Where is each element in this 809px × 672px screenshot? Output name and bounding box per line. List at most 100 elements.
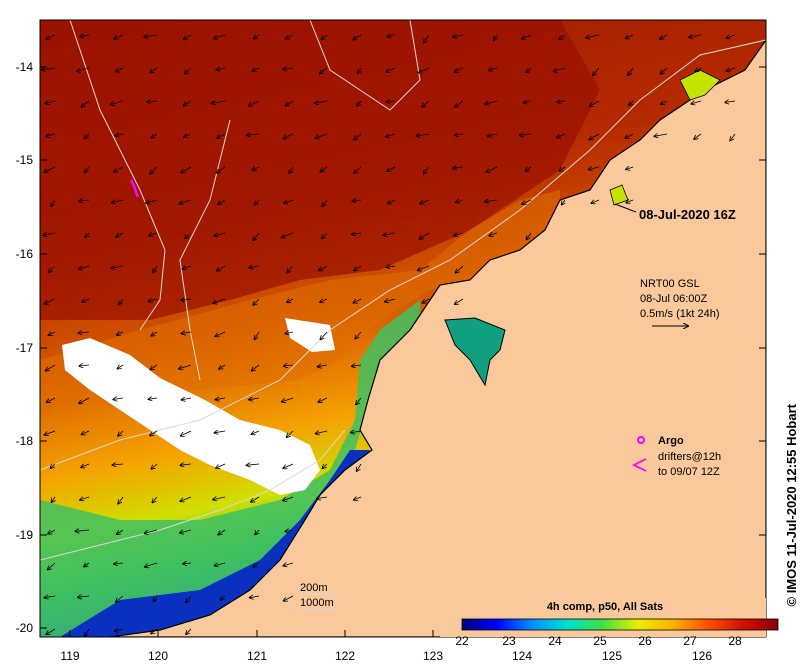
timestamp-label: 08-Jul-2020 16Z [639, 207, 736, 222]
y-tick-1: -15 [16, 153, 766, 167]
current-vector-arrow [153, 265, 158, 273]
current-vector-arrow [146, 199, 158, 203]
current-vector-arrow [179, 364, 192, 369]
current-vector-arrow [145, 562, 158, 567]
colorbar-tick: 25 [593, 634, 607, 648]
current-vector-arrow [354, 497, 362, 500]
current-vector-arrow [388, 199, 396, 204]
x-tick-label: 125 [602, 649, 622, 663]
current-vector-arrow [183, 563, 192, 564]
current-vector-arrow [114, 563, 124, 564]
current-vector-arrow [179, 199, 192, 204]
current-vector-arrow [419, 67, 430, 73]
current-vector-arrow [118, 430, 124, 436]
current-vector-arrow [660, 67, 668, 74]
current-vector-arrow [215, 331, 226, 336]
land-mainland [109, 38, 766, 637]
current-vector-arrow [85, 166, 90, 173]
current-vector-arrow [148, 299, 158, 301]
current-vector-arrow [456, 200, 464, 202]
x-tick-label: 119 [60, 649, 79, 663]
current-vector-arrow [46, 628, 56, 634]
current-vector-arrow [418, 265, 430, 270]
current-vector-arrow [111, 266, 124, 268]
current-vector-arrow [352, 233, 362, 234]
current-vector-arrow [255, 529, 259, 535]
current-vector-arrow [253, 298, 260, 305]
current-vector-arrow [250, 596, 260, 598]
current-vector-arrow [114, 166, 124, 172]
current-vector-arrow [152, 496, 158, 503]
y-tick-label: -14 [16, 60, 34, 74]
current-vector-arrow [320, 331, 328, 339]
x-tick-label: 121 [247, 649, 267, 663]
current-vector-arrow [489, 68, 498, 70]
colorbar-ticks: 22 23 24 25 26 27 28 [455, 634, 742, 648]
current-vector-arrow [182, 266, 192, 269]
current-vector-arrow [420, 199, 430, 204]
current-vector-arrow [626, 167, 634, 169]
current-vector-arrow [725, 101, 736, 102]
x-tick-label: 124 [512, 649, 532, 663]
current-vector-arrow [283, 68, 294, 69]
current-vector-arrow [115, 134, 124, 136]
current-vector-arrow [252, 364, 260, 371]
current-vector-arrow [695, 68, 702, 71]
x-tick-label: 123 [423, 649, 443, 663]
orange-coastal-band [40, 190, 560, 400]
current-legend: NRT00 GSL 08-Jul 06:00Z 0.5m/s (1kt 24h) [640, 278, 719, 326]
current-vector-arrow [554, 67, 566, 71]
current-vector-arrow [212, 101, 226, 103]
contour-1000m-west [40, 429, 346, 561]
current-vector-arrow [81, 100, 90, 107]
current-vector-arrow [629, 100, 633, 106]
current-vector-arrow [247, 464, 260, 465]
current-vector-arrow [626, 200, 634, 203]
current-vector-arrow [424, 166, 430, 174]
colorbar-title: 4h comp, p50, All Sats [547, 601, 663, 613]
current-vector-arrow [85, 232, 89, 237]
current-vector-arrow [116, 68, 124, 72]
current-vector-arrow [654, 134, 668, 136]
current-vector-arrow [352, 200, 362, 201]
depth-1000-label: 1000m [300, 597, 334, 609]
current-vector-arrow [284, 365, 294, 366]
current-vector-arrow [118, 496, 124, 504]
current-vector-arrow [186, 628, 192, 634]
cloud-mask-small [285, 318, 335, 352]
current-vector-arrow [215, 563, 226, 566]
current-vector-arrow [386, 134, 396, 137]
current-vector-arrow [318, 397, 328, 402]
argo-marker-icon [637, 436, 645, 444]
current-vector-arrow [320, 67, 328, 74]
current-vector-arrow [589, 133, 600, 140]
current-vector-arrow [628, 67, 634, 75]
current-vector-arrow [354, 265, 362, 271]
argo-drifter-trail [129, 179, 140, 198]
current-vector-arrow [249, 100, 260, 106]
x-tick-3: 122 [335, 630, 355, 663]
current-vector-arrow [251, 431, 260, 434]
current-vector-arrow [455, 298, 464, 304]
current-vector-arrow [79, 200, 90, 201]
current-date: 08-Jul 06:00Z [640, 293, 708, 305]
current-vector-arrow [726, 35, 736, 38]
current-vector-arrow [255, 199, 260, 205]
current-vector-arrow [214, 233, 226, 236]
current-vector-arrow [315, 133, 328, 138]
current-vector-arrow [386, 266, 396, 267]
current-vector-arrow [283, 463, 294, 468]
current-vector-arrow [219, 364, 226, 369]
current-vector-arrow [44, 166, 56, 172]
current-vector-arrow [79, 265, 90, 269]
current-vector-arrow [48, 529, 56, 534]
current-vector-arrow [387, 35, 396, 37]
colorbar-background [440, 598, 766, 637]
current-vector-arrow [82, 299, 90, 302]
map-plot-area [40, 20, 766, 637]
colorbar-tick: 24 [548, 634, 562, 648]
current-vector-arrow [148, 398, 158, 399]
current-vector-arrow [249, 266, 260, 268]
current-vector-arrow [150, 67, 158, 73]
